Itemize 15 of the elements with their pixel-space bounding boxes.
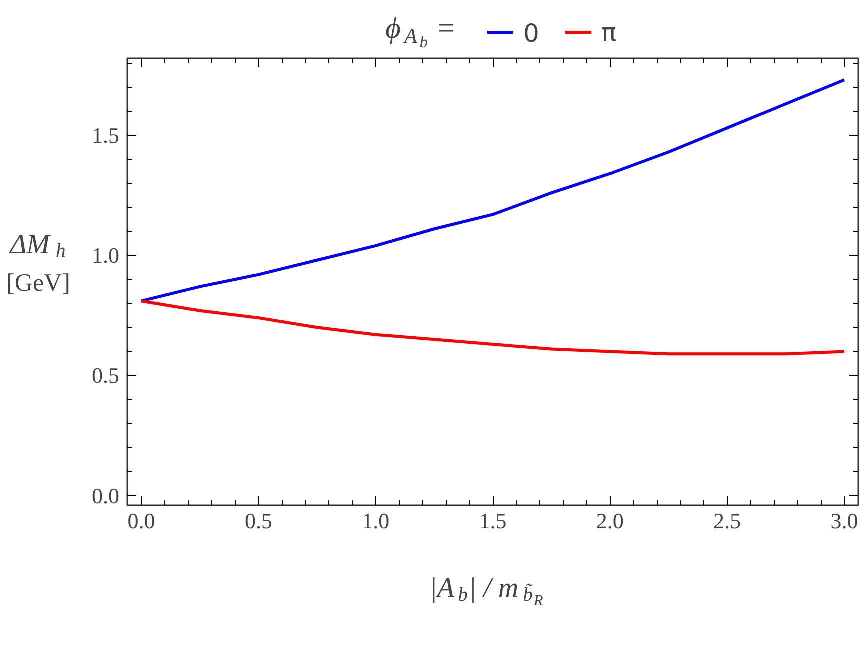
x-tick-label: 0.0 bbox=[128, 508, 156, 534]
x-tick-label: 1.5 bbox=[479, 508, 507, 534]
legend-label: 0 bbox=[524, 19, 540, 48]
x-tick-label: 0.5 bbox=[244, 508, 272, 534]
y-tick-label: 0.0 bbox=[92, 483, 120, 508]
legend-label: π bbox=[602, 18, 617, 47]
y-tick-label: 1.0 bbox=[92, 243, 120, 268]
y-tick-label: 1.5 bbox=[92, 122, 120, 148]
line-series bbox=[140, 78, 846, 303]
x-tick-label: 2.5 bbox=[714, 508, 742, 534]
x-tick-label: 1.0 bbox=[362, 508, 390, 534]
x-tick-label: 2.0 bbox=[596, 508, 624, 534]
y-tick-label: 0.5 bbox=[92, 363, 120, 388]
line-series bbox=[140, 300, 846, 356]
x-tick-label: 3.0 bbox=[830, 508, 858, 534]
